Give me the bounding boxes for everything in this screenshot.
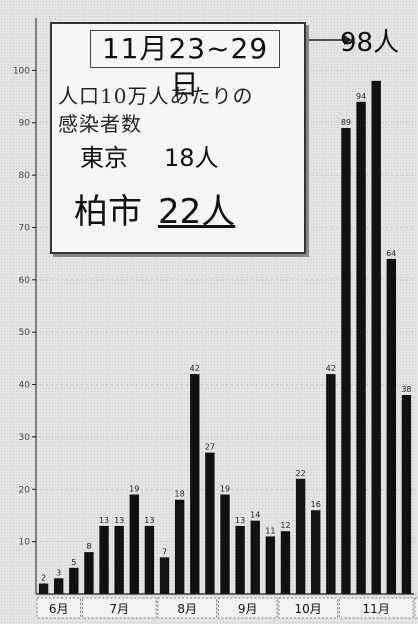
- bar: [386, 258, 397, 594]
- bar: [205, 452, 215, 594]
- data-labels: 2 3 5 8 13 13 19 13 7 18 42 27 19 13 14 11 12 22 16 42 89 94 6…: [41, 92, 412, 583]
- bar: [38, 583, 49, 594]
- data-label: 89: [341, 118, 351, 127]
- bar: [84, 552, 94, 594]
- month-label: 9月: [238, 602, 258, 616]
- peak-arrowhead: [344, 35, 352, 45]
- data-label: 13: [114, 516, 124, 525]
- bar: [326, 374, 336, 594]
- y-tick-label: 30: [19, 433, 31, 443]
- month-box: [218, 597, 278, 619]
- tokyo-value: 18人: [164, 144, 219, 172]
- month-label: 7月: [109, 602, 129, 616]
- y-tick-label: 60: [19, 276, 31, 286]
- data-label: 19: [129, 485, 139, 494]
- callout-title: 11月23~29日: [90, 30, 280, 101]
- y-tick-label: 80: [19, 171, 31, 181]
- y-tick-label: 20: [19, 485, 31, 495]
- data-label: 11: [265, 526, 275, 535]
- y-axis: 10 20 30 40 50 60 70 80 90 100: [13, 18, 37, 594]
- kashiwa-label: 柏市: [74, 192, 142, 232]
- month-box: [414, 597, 418, 619]
- bar: [311, 510, 321, 594]
- tokyo-label: 東京: [80, 144, 128, 172]
- month-box: [81, 597, 157, 619]
- data-label: 94: [356, 92, 366, 101]
- month-label: 11月: [363, 602, 390, 616]
- bars: [38, 80, 412, 595]
- data-label: 22: [296, 469, 306, 478]
- data-label: 8: [86, 542, 91, 551]
- y-tick-label: 50: [19, 328, 31, 338]
- bar: [356, 101, 366, 595]
- bar: [401, 395, 412, 594]
- month-label: 8月: [177, 602, 197, 616]
- bar: [144, 525, 155, 594]
- bar: [341, 127, 351, 595]
- data-label: 7: [162, 547, 167, 556]
- y-tick-label: 40: [19, 381, 31, 391]
- data-label: 18: [175, 490, 185, 499]
- month-label: 10月: [295, 602, 322, 616]
- bar: [174, 499, 185, 594]
- bar: [159, 557, 170, 594]
- peak-annotation: 98人: [340, 28, 400, 58]
- callout-line-1: 人口10万人あたりの: [58, 84, 254, 108]
- bar: [190, 374, 200, 594]
- bar: [265, 536, 276, 594]
- y-tick-label: 90: [19, 119, 31, 129]
- bar: [220, 494, 230, 594]
- bar: [295, 478, 306, 594]
- grid: [36, 70, 414, 542]
- data-label: 5: [71, 558, 76, 567]
- y-tick-label: 100: [13, 66, 30, 76]
- bar: [250, 520, 260, 594]
- y-tick-label: 70: [19, 223, 31, 233]
- bar: [114, 525, 124, 594]
- month-box: [157, 597, 217, 619]
- bar: [235, 525, 245, 594]
- data-label: 2: [41, 574, 46, 583]
- bar: [69, 567, 79, 594]
- data-label: 3: [56, 568, 61, 577]
- data-label: 13: [99, 516, 109, 525]
- bar: [53, 578, 64, 594]
- data-label: 19: [220, 485, 230, 494]
- callout-line-2: 感染者数: [58, 112, 142, 136]
- kashiwa-value: 22人: [158, 192, 236, 232]
- callout-box: 11月23~29日 人口10万人あたりの 感染者数 東京 18人 柏市 22人: [50, 22, 306, 254]
- data-label: 14: [250, 511, 260, 520]
- month-box: [36, 597, 81, 619]
- y-tick-label: 10: [19, 538, 31, 548]
- data-label: 16: [311, 500, 321, 509]
- data-label: 42: [326, 364, 336, 373]
- bar: [371, 80, 381, 594]
- data-label: 13: [235, 516, 245, 525]
- bar: [280, 531, 291, 594]
- data-label: 27: [205, 443, 215, 452]
- bar: [99, 525, 109, 594]
- data-label: 38: [401, 385, 411, 394]
- data-label: 13: [144, 516, 154, 525]
- month-label: 6月: [49, 602, 69, 616]
- data-label: 64: [386, 249, 396, 258]
- month-box: [338, 597, 414, 619]
- data-label: 42: [190, 364, 200, 373]
- month-box: [278, 597, 338, 619]
- data-label: 12: [280, 521, 290, 530]
- bar: [129, 494, 139, 594]
